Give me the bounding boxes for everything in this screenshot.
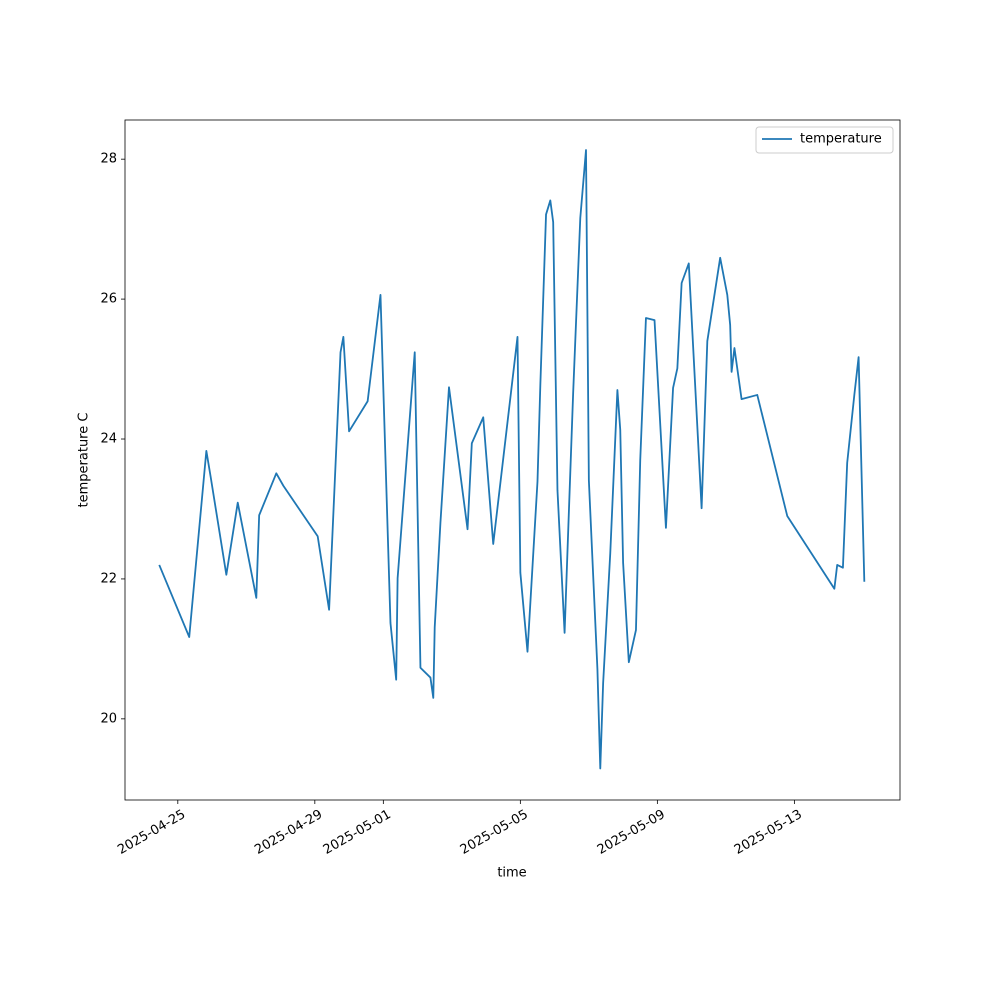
data-line: [158, 149, 866, 770]
x-tick-label: 2025-05-05: [458, 807, 531, 858]
x-axis-label: time: [497, 866, 526, 881]
y-tick-label: 22: [100, 571, 117, 586]
x-tick-label: 2025-04-25: [115, 807, 188, 858]
legend-label: temperature: [800, 132, 882, 147]
x-tick-label: 2025-05-09: [595, 807, 668, 858]
y-tick-label: 24: [100, 432, 117, 447]
plot-frame: [124, 119, 901, 801]
x-tick-label: 2025-05-01: [321, 807, 394, 858]
legend-box: [755, 126, 894, 154]
y-tick-label: 20: [100, 711, 117, 726]
y-tick-label: 26: [100, 292, 117, 307]
y-tick-label: 28: [100, 152, 117, 167]
y-axis-label: temperature C: [77, 413, 92, 508]
x-tick-label: 2025-05-13: [732, 807, 805, 858]
x-tick-label: 2025-04-29: [252, 807, 325, 858]
